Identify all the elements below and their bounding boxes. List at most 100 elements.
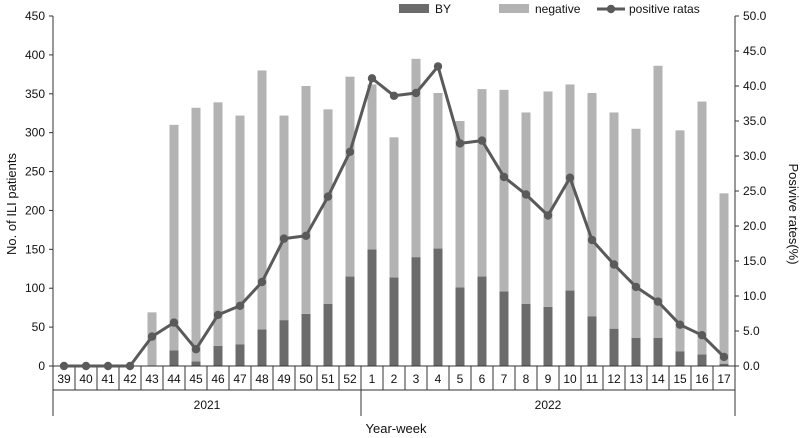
x-tick-label: 43 <box>145 372 159 386</box>
x-year-label: 2021 <box>194 398 221 412</box>
x-tick-label: 47 <box>233 372 247 386</box>
bar-by-4 <box>433 248 443 366</box>
bar-by-44 <box>169 350 179 366</box>
axes-layer: 0501001502002503003504004500.05.010.015.… <box>25 9 767 416</box>
x-tick-label: 41 <box>101 372 115 386</box>
x-axis-label: Year-week <box>366 421 427 436</box>
bar-negative-48 <box>257 70 267 330</box>
bar-negative-13 <box>631 128 641 338</box>
bar-negative-9 <box>543 91 553 307</box>
legend-swatch-negative <box>499 4 529 13</box>
x-tick-label: 39 <box>57 372 71 386</box>
y-left-tick-label: 350 <box>25 87 45 101</box>
y-right-tick-label: 35.0 <box>743 114 767 128</box>
bar-negative-6 <box>477 89 487 277</box>
y-right-tick-label: 30.0 <box>743 149 767 163</box>
bar-negative-16 <box>697 101 707 355</box>
x-tick-label: 40 <box>79 372 93 386</box>
point-positive-rate-46 <box>213 310 223 320</box>
y-axis-right-label: Posivive rates(%) <box>786 163 800 264</box>
bar-negative-14 <box>653 65 663 339</box>
point-positive-rate-10 <box>565 173 575 182</box>
legend-marker-positive <box>606 4 616 14</box>
point-positive-rate-14 <box>653 297 663 306</box>
bar-negative-50 <box>301 86 311 314</box>
point-positive-rate-11 <box>587 235 597 245</box>
legend-swatch-by <box>399 4 429 13</box>
bar-by-8 <box>521 303 531 366</box>
point-positive-rate-51 <box>323 192 333 201</box>
x-tick-label: 2 <box>391 372 398 386</box>
y-left-tick-label: 50 <box>32 320 46 334</box>
x-tick-label: 4 <box>435 372 442 386</box>
point-positive-rate-7 <box>499 172 509 182</box>
x-tick-label: 52 <box>343 372 357 386</box>
x-tick-label: 1 <box>369 372 376 386</box>
x-tick-label: 16 <box>695 372 709 386</box>
x-tick-label: 3 <box>413 372 420 386</box>
x-tick-label: 5 <box>457 372 464 386</box>
x-tick-label: 46 <box>211 372 225 386</box>
point-positive-rate-47 <box>235 301 245 310</box>
y-left-tick-label: 450 <box>25 9 45 23</box>
point-positive-rate-1 <box>367 74 377 83</box>
x-tick-label: 17 <box>717 372 731 386</box>
y-right-tick-label: 10.0 <box>743 289 767 303</box>
bar-negative-47 <box>235 115 245 345</box>
point-positive-rate-5 <box>455 139 465 148</box>
bar-negative-2 <box>389 137 399 278</box>
point-positive-rate-2 <box>389 91 399 101</box>
point-positive-rate-44 <box>169 318 179 327</box>
x-tick-label: 11 <box>586 372 599 386</box>
x-tick-label: 7 <box>501 372 508 386</box>
point-positive-rate-52 <box>345 147 355 156</box>
point-positive-rate-8 <box>521 190 531 199</box>
bar-by-15 <box>675 351 685 366</box>
bar-by-17 <box>719 363 729 366</box>
bar-by-5 <box>455 287 465 366</box>
x-tick-label: 45 <box>189 372 203 386</box>
bar-negative-51 <box>323 109 333 304</box>
bar-negative-52 <box>345 76 355 277</box>
legend: BY negative positive ratas <box>399 2 700 16</box>
x-tick-label: 8 <box>523 372 530 386</box>
bar-by-9 <box>543 306 553 366</box>
y-right-tick-label: 20.0 <box>743 219 767 233</box>
bar-negative-8 <box>521 112 531 304</box>
y-right-tick-label: 50.0 <box>743 9 767 23</box>
bar-by-52 <box>345 276 355 366</box>
bar-negative-5 <box>455 121 465 288</box>
x-tick-label: 49 <box>277 372 291 386</box>
x-tick-label: 48 <box>255 372 269 386</box>
x-tick-label: 6 <box>479 372 486 386</box>
point-positive-rate-3 <box>411 88 421 98</box>
point-positive-rate-15 <box>675 320 685 329</box>
bar-by-1 <box>367 249 377 366</box>
bar-negative-45 <box>191 107 201 362</box>
y-right-tick-label: 40.0 <box>743 79 767 93</box>
point-positive-rate-48 <box>257 277 267 287</box>
point-positive-rate-12 <box>609 260 619 269</box>
bar-by-46 <box>213 345 223 366</box>
bar-by-50 <box>301 313 311 366</box>
bar-by-10 <box>565 290 575 366</box>
y-left-tick-label: 400 <box>25 48 45 62</box>
point-positive-rate-13 <box>631 282 641 292</box>
bar-negative-17 <box>719 193 729 364</box>
bar-by-2 <box>389 277 399 366</box>
bar-negative-4 <box>433 93 443 249</box>
y-left-tick-label: 100 <box>25 281 45 295</box>
legend-label-positive: positive ratas <box>629 2 700 16</box>
x-tick-label: 13 <box>629 372 643 386</box>
y-axis-left-label: No. of ILI patients <box>4 153 19 255</box>
x-tick-label: 50 <box>299 372 313 386</box>
bar-negative-7 <box>499 89 509 292</box>
point-positive-rate-43 <box>147 332 157 341</box>
y-left-tick-label: 300 <box>25 126 45 140</box>
point-positive-rate-9 <box>543 211 553 220</box>
y-left-tick-label: 150 <box>25 242 45 256</box>
x-tick-label: 42 <box>123 372 137 386</box>
y-right-tick-label: 25.0 <box>743 184 767 198</box>
x-tick-label: 14 <box>651 372 665 386</box>
bar-negative-15 <box>675 130 685 352</box>
